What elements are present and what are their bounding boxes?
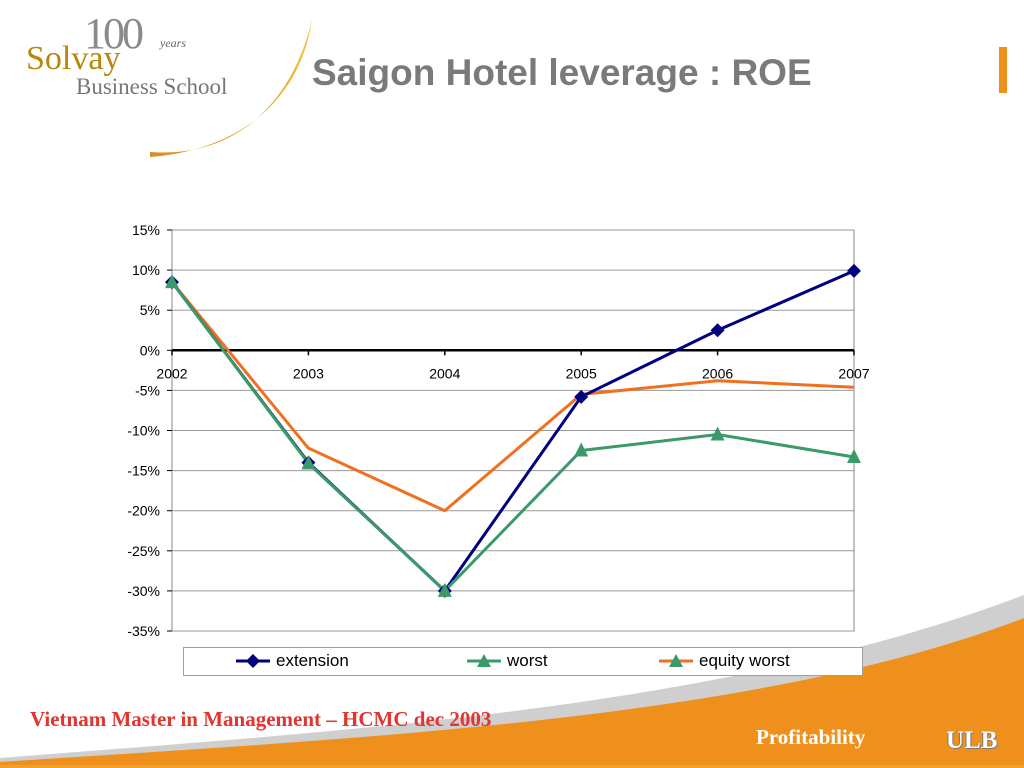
logo-business-school: Business School	[76, 74, 228, 99]
y-tick-label: -30%	[127, 583, 160, 599]
x-tick-label: 2007	[838, 365, 869, 381]
legend-item-worst: worst	[467, 651, 548, 671]
solvay-logo: 100 years Solvay Business School	[0, 0, 330, 170]
data-point-extension	[847, 263, 861, 278]
series-line-worst	[170, 281, 855, 593]
y-axis-ticks: 15% 10% 5% 0% -5% -10% -15% -20% -25% -30% -35%	[127, 222, 172, 639]
y-tick-label: 15%	[132, 222, 160, 238]
y-tick-label: -25%	[127, 543, 160, 559]
legend-marker-equity-worst	[659, 654, 693, 667]
chart-legend: extension worst equity worst	[183, 647, 863, 676]
y-tick-label: -15%	[127, 463, 160, 479]
data-point-extension	[710, 323, 725, 338]
data-point-worst	[710, 426, 725, 441]
logo-years: years	[160, 36, 186, 50]
footer-section-label: Profitability	[756, 725, 866, 749]
x-axis: 2002 2003 2004 2005 2006 2007	[156, 349, 870, 381]
ulb-logo: ULB	[946, 727, 998, 754]
x-tick-label: 2004	[429, 365, 460, 381]
series-line-equity-worst	[170, 281, 855, 513]
x-tick-label: 2006	[702, 365, 733, 381]
y-tick-label: -10%	[127, 423, 160, 439]
data-point-worst	[574, 442, 589, 457]
legend-marker-extension	[236, 654, 270, 668]
footer-swoosh	[0, 595, 1024, 768]
legend-marker-worst	[467, 654, 501, 667]
legend-label-extension: extension	[276, 651, 349, 670]
title-accent-bar	[999, 47, 1007, 93]
data-point-worst	[847, 448, 861, 463]
x-tick-label: 2005	[566, 365, 597, 381]
y-tick-label: 10%	[132, 262, 160, 278]
y-tick-label: 0%	[140, 342, 160, 358]
x-tick-label: 2003	[293, 365, 324, 381]
data-point-worst	[437, 582, 452, 597]
y-tick-label: -35%	[127, 623, 160, 639]
footer-course-text: Vietnam Master in Management – HCMC dec …	[30, 707, 492, 731]
data-point-worst	[165, 274, 179, 289]
series-layer	[165, 263, 861, 598]
logo-anniversary: 100	[84, 9, 144, 58]
legend-label-worst: worst	[507, 651, 548, 670]
y-tick-label: -20%	[127, 503, 160, 519]
legend-item-extension: extension	[236, 651, 349, 671]
y-tick-label: -5%	[135, 382, 160, 398]
gridlines	[172, 229, 854, 632]
slide-title: Saigon Hotel leverage : ROE	[312, 52, 812, 93]
legend-label-equity-worst: equity worst	[699, 651, 790, 670]
data-point-extension	[574, 389, 589, 404]
x-tick-label: 2002	[156, 365, 187, 381]
y-tick-label: 5%	[140, 302, 160, 318]
legend-item-equity-worst: equity worst	[659, 651, 790, 671]
data-point-worst	[301, 455, 316, 470]
logo-solvay: Solvay	[26, 40, 121, 77]
